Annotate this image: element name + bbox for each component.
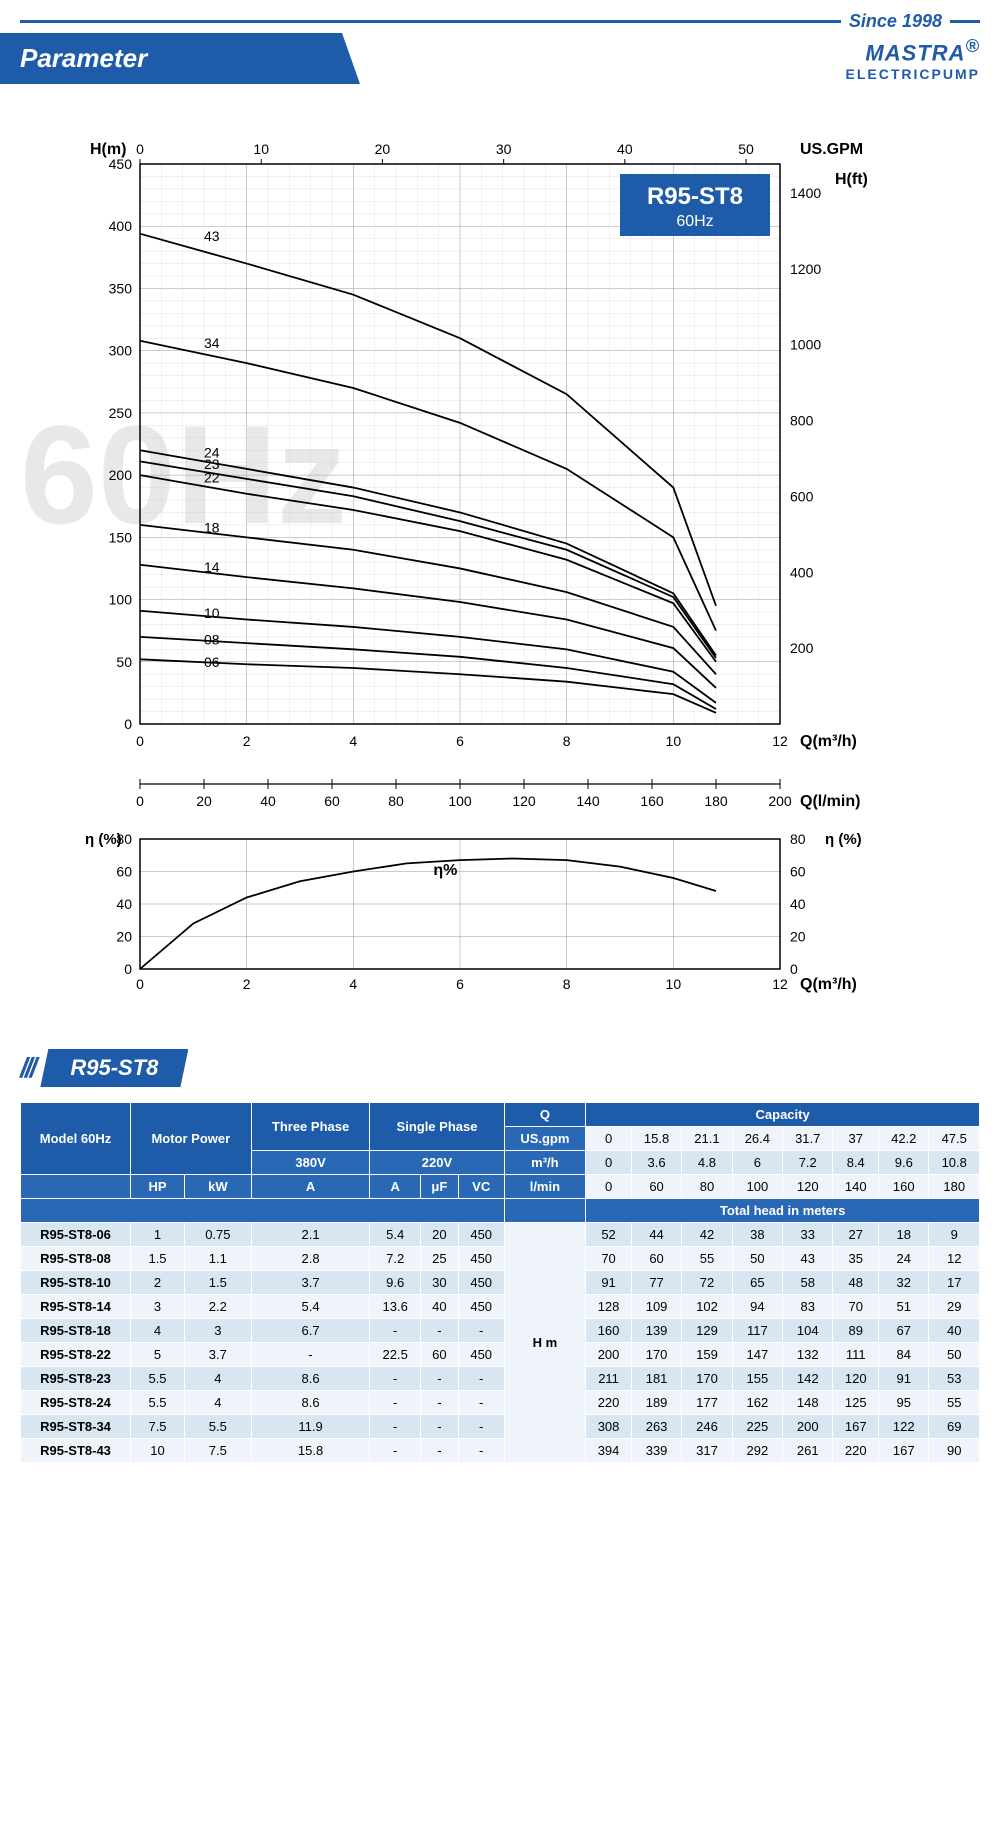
svg-text:0: 0 [136, 733, 144, 749]
brand-block: MASTRA® ELECTRICPUMP [846, 35, 980, 82]
chart-area: 60Hz 05010015020025030035040045002468101… [60, 114, 960, 1019]
slash-decor: /// [20, 1052, 34, 1084]
svg-text:40: 40 [617, 141, 633, 157]
svg-text:50: 50 [116, 654, 132, 670]
svg-text:8: 8 [563, 976, 571, 992]
svg-text:η (%): η (%) [825, 831, 862, 848]
svg-text:200: 200 [790, 640, 814, 656]
table-title: R95-ST8 [40, 1049, 188, 1087]
svg-text:120: 120 [512, 793, 536, 809]
svg-text:40: 40 [116, 896, 132, 912]
svg-text:400: 400 [109, 218, 133, 234]
svg-text:0: 0 [136, 976, 144, 992]
top-rule: Since 1998 [20, 20, 980, 23]
svg-text:6: 6 [456, 733, 464, 749]
svg-text:250: 250 [109, 405, 133, 421]
svg-text:60: 60 [324, 793, 340, 809]
svg-text:2: 2 [243, 733, 251, 749]
section-title: Parameter [0, 33, 360, 84]
svg-text:60Hz: 60Hz [676, 213, 713, 230]
svg-text:100: 100 [448, 793, 472, 809]
svg-text:60: 60 [790, 864, 806, 880]
svg-text:1000: 1000 [790, 337, 821, 353]
svg-text:0: 0 [136, 793, 144, 809]
svg-text:20: 20 [375, 141, 391, 157]
svg-text:160: 160 [640, 793, 664, 809]
svg-text:0: 0 [136, 141, 144, 157]
performance-chart: 0501001502002503003504004500246810120102… [60, 114, 940, 1014]
svg-text:200: 200 [109, 467, 133, 483]
svg-text:R95-ST8: R95-ST8 [647, 183, 743, 210]
svg-text:80: 80 [790, 831, 806, 847]
svg-text:40: 40 [260, 793, 276, 809]
svg-text:4: 4 [349, 976, 357, 992]
svg-text:4: 4 [349, 733, 357, 749]
svg-text:US.GPM: US.GPM [800, 141, 863, 158]
svg-text:η (%): η (%) [85, 831, 122, 848]
svg-text:10: 10 [204, 605, 220, 621]
svg-text:12: 12 [772, 976, 788, 992]
svg-text:Q(m³/h): Q(m³/h) [800, 976, 857, 993]
svg-text:50: 50 [738, 141, 754, 157]
svg-text:350: 350 [109, 280, 133, 296]
svg-text:10: 10 [666, 976, 682, 992]
svg-text:0: 0 [124, 716, 132, 732]
svg-text:80: 80 [388, 793, 404, 809]
svg-text:200: 200 [768, 793, 792, 809]
since-label: Since 1998 [841, 11, 950, 32]
svg-text:150: 150 [109, 529, 133, 545]
svg-text:40: 40 [790, 896, 806, 912]
svg-text:H(m): H(m) [90, 141, 126, 158]
svg-text:180: 180 [704, 793, 728, 809]
brand-sub: ELECTRICPUMP [846, 66, 980, 82]
brand-logo: MASTRA® [846, 35, 980, 66]
spec-table: Model 60HzMotor PowerThree PhaseSingle P… [20, 1102, 980, 1463]
svg-text:08: 08 [204, 631, 220, 647]
svg-text:60: 60 [116, 864, 132, 880]
svg-text:20: 20 [790, 929, 806, 945]
svg-text:H(ft): H(ft) [835, 171, 868, 188]
svg-text:1400: 1400 [790, 185, 821, 201]
header-row: Parameter MASTRA® ELECTRICPUMP [0, 33, 980, 84]
svg-text:800: 800 [790, 413, 814, 429]
svg-text:140: 140 [576, 793, 600, 809]
svg-text:400: 400 [790, 564, 814, 580]
svg-text:18: 18 [204, 519, 220, 535]
svg-text:Q(m³/h): Q(m³/h) [800, 733, 857, 750]
svg-text:34: 34 [204, 335, 220, 351]
svg-text:1200: 1200 [790, 261, 821, 277]
svg-text:η%: η% [433, 862, 457, 879]
svg-text:06: 06 [204, 654, 220, 670]
svg-text:20: 20 [116, 929, 132, 945]
svg-text:10: 10 [666, 733, 682, 749]
svg-text:600: 600 [790, 488, 814, 504]
svg-text:8: 8 [563, 733, 571, 749]
svg-text:30: 30 [496, 141, 512, 157]
svg-text:14: 14 [204, 559, 220, 575]
svg-text:450: 450 [109, 156, 133, 172]
svg-text:300: 300 [109, 343, 133, 359]
svg-text:12: 12 [772, 733, 788, 749]
svg-text:0: 0 [124, 961, 132, 977]
svg-text:10: 10 [253, 141, 269, 157]
svg-text:2: 2 [243, 976, 251, 992]
svg-text:0: 0 [790, 961, 798, 977]
svg-text:100: 100 [109, 592, 133, 608]
svg-text:Q(l/min): Q(l/min) [800, 793, 860, 810]
table-header: /// R95-ST8 [20, 1049, 980, 1087]
svg-text:20: 20 [196, 793, 212, 809]
svg-text:43: 43 [204, 228, 220, 244]
svg-text:22: 22 [204, 470, 220, 486]
svg-text:6: 6 [456, 976, 464, 992]
